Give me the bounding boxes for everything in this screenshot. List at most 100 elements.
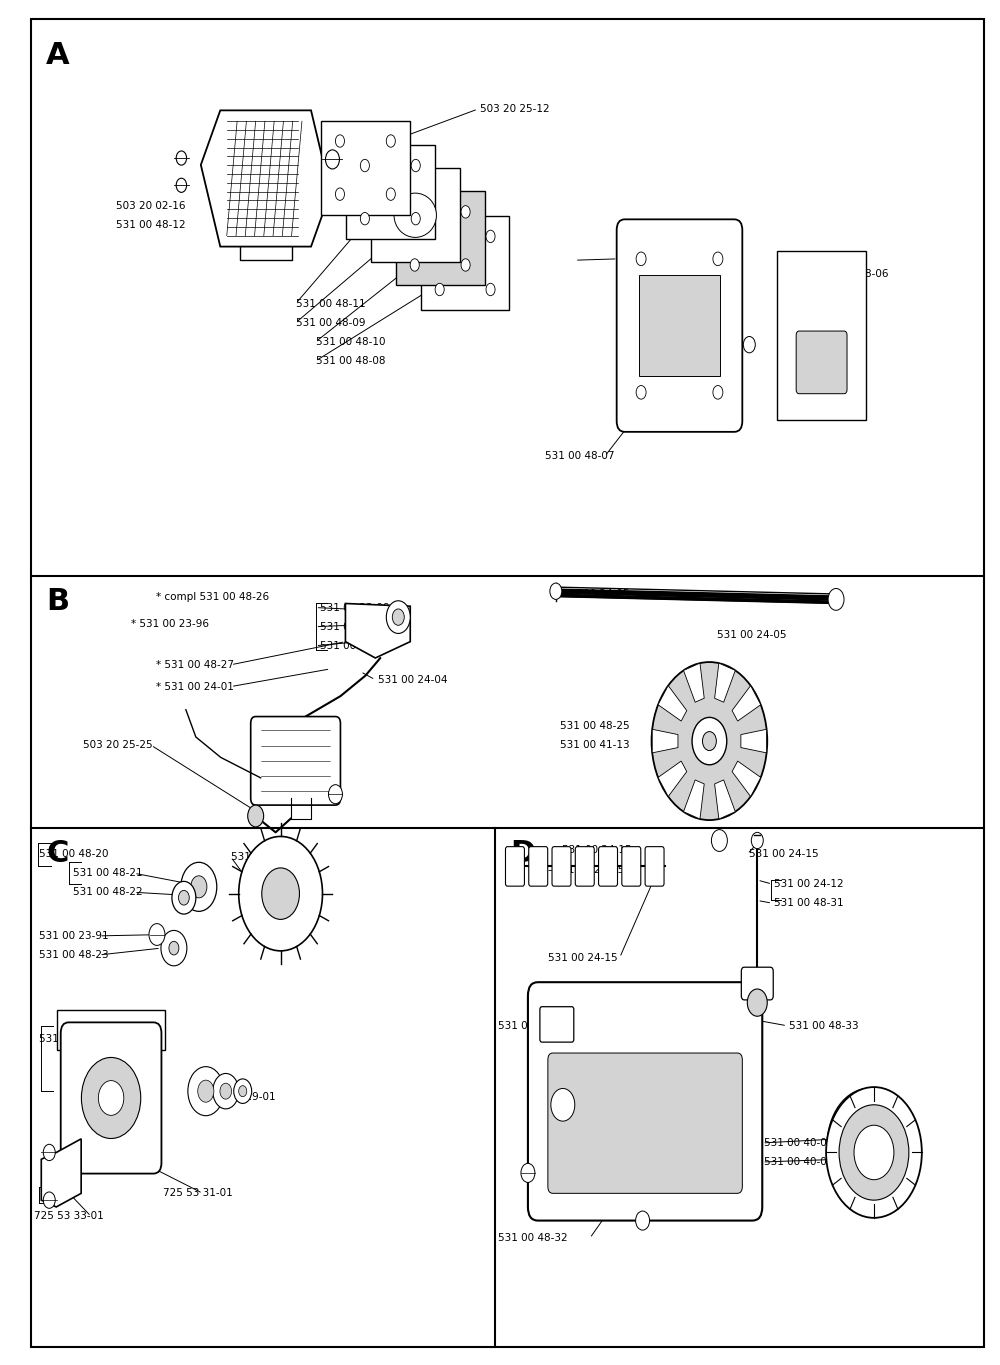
FancyBboxPatch shape (777, 251, 866, 419)
FancyBboxPatch shape (321, 120, 410, 214)
FancyBboxPatch shape (371, 168, 460, 262)
FancyBboxPatch shape (741, 968, 773, 1001)
Text: 503 20 02-16: 503 20 02-16 (116, 201, 186, 210)
Circle shape (335, 188, 344, 201)
Text: 531 00 48-33: 531 00 48-33 (789, 1021, 859, 1031)
Text: C: C (46, 839, 69, 868)
Circle shape (386, 188, 395, 201)
Text: 531 00 48-11: 531 00 48-11 (296, 299, 365, 308)
Text: 531 00 48-25: 531 00 48-25 (560, 721, 629, 732)
Circle shape (328, 785, 342, 804)
Polygon shape (201, 111, 330, 247)
FancyBboxPatch shape (529, 846, 548, 886)
Circle shape (550, 583, 562, 599)
Circle shape (220, 1084, 232, 1099)
Text: 531 00 23-91: 531 00 23-91 (39, 931, 109, 940)
Text: B: B (46, 587, 69, 616)
Circle shape (702, 732, 716, 751)
FancyBboxPatch shape (31, 19, 984, 1347)
Circle shape (713, 385, 723, 399)
Polygon shape (732, 762, 761, 797)
FancyBboxPatch shape (548, 1052, 742, 1193)
Text: 531 00 24-05: 531 00 24-05 (717, 629, 787, 640)
Circle shape (234, 1078, 252, 1103)
Text: 531 00 48-07: 531 00 48-07 (545, 452, 614, 461)
Circle shape (828, 588, 844, 610)
FancyBboxPatch shape (528, 983, 762, 1220)
FancyBboxPatch shape (617, 220, 742, 431)
Text: 531 00 48-12: 531 00 48-12 (116, 220, 186, 229)
FancyBboxPatch shape (639, 276, 720, 375)
Polygon shape (684, 663, 704, 702)
Text: 531 00 48-31: 531 00 48-31 (774, 898, 844, 908)
Text: 531 00 23-98: 531 00 23-98 (320, 621, 390, 632)
Text: 725 53 33-01: 725 53 33-01 (34, 1212, 104, 1222)
Circle shape (161, 931, 187, 966)
Text: 531 00 48-06: 531 00 48-06 (819, 269, 889, 278)
FancyBboxPatch shape (796, 332, 847, 393)
FancyBboxPatch shape (552, 846, 571, 886)
FancyBboxPatch shape (599, 846, 618, 886)
Circle shape (411, 160, 420, 172)
Text: 531 00 23-99: 531 00 23-99 (320, 602, 390, 613)
Circle shape (410, 206, 419, 218)
Text: 531 00 48-30: 531 00 48-30 (498, 1021, 568, 1031)
Circle shape (181, 863, 217, 912)
FancyBboxPatch shape (575, 846, 594, 886)
Circle shape (486, 231, 495, 243)
Text: 531 00 48-32: 531 00 48-32 (498, 1234, 568, 1244)
FancyBboxPatch shape (396, 191, 485, 285)
Circle shape (551, 1088, 575, 1121)
Text: 531 00 41-14: 531 00 41-14 (39, 1035, 109, 1044)
Circle shape (213, 1073, 239, 1108)
Polygon shape (41, 1138, 81, 1207)
Circle shape (486, 284, 495, 296)
Text: 503 20 25-25: 503 20 25-25 (83, 740, 153, 751)
Text: D: D (510, 839, 535, 868)
Circle shape (169, 942, 179, 955)
Text: 531 00 24-12: 531 00 24-12 (774, 879, 844, 889)
Circle shape (636, 385, 646, 399)
Circle shape (461, 206, 470, 218)
Circle shape (636, 1211, 650, 1230)
Text: * 531 00 24-01: * 531 00 24-01 (156, 681, 234, 692)
Text: 531 00 24-15: 531 00 24-15 (548, 953, 617, 962)
Circle shape (636, 253, 646, 266)
Polygon shape (684, 779, 704, 819)
Text: 531 00 40-06: 531 00 40-06 (764, 1158, 834, 1167)
Text: 531 00 24-15: 531 00 24-15 (749, 849, 819, 859)
Circle shape (826, 1087, 922, 1218)
Text: 531 00 48-23: 531 00 48-23 (39, 950, 109, 960)
Text: 531 00 48-20: 531 00 48-20 (39, 849, 109, 859)
Text: 531 00 24-10: 531 00 24-10 (530, 984, 599, 994)
Circle shape (335, 135, 344, 147)
Polygon shape (658, 762, 687, 797)
FancyBboxPatch shape (421, 216, 509, 310)
Circle shape (713, 253, 723, 266)
Circle shape (172, 882, 196, 915)
Text: ‒531 00 24-15: ‒531 00 24-15 (548, 865, 624, 875)
FancyBboxPatch shape (251, 717, 340, 805)
Text: 531 00 48-22: 531 00 48-22 (73, 887, 143, 897)
Polygon shape (652, 729, 678, 753)
Text: * compl 531 00 48-26: * compl 531 00 48-26 (156, 591, 269, 602)
Circle shape (435, 231, 444, 243)
Circle shape (392, 609, 404, 625)
Polygon shape (345, 603, 410, 658)
Circle shape (747, 990, 767, 1017)
Text: 531 00 41-33: 531 00 41-33 (66, 1054, 136, 1063)
Text: A: A (46, 41, 70, 70)
Circle shape (149, 924, 165, 946)
Polygon shape (732, 685, 761, 721)
Text: * 531 00 23-96: * 531 00 23-96 (131, 618, 209, 629)
Text: * 531 00 48-27: * 531 00 48-27 (156, 659, 234, 670)
FancyBboxPatch shape (346, 145, 435, 239)
Circle shape (360, 160, 369, 172)
Circle shape (743, 337, 755, 352)
Text: 531 00 40-07: 531 00 40-07 (764, 1138, 834, 1148)
Circle shape (188, 1066, 224, 1115)
FancyBboxPatch shape (505, 846, 524, 886)
Text: 531 00 48-10: 531 00 48-10 (316, 337, 385, 347)
Polygon shape (658, 685, 687, 721)
Text: 501 78 29-01: 501 78 29-01 (206, 1092, 275, 1102)
